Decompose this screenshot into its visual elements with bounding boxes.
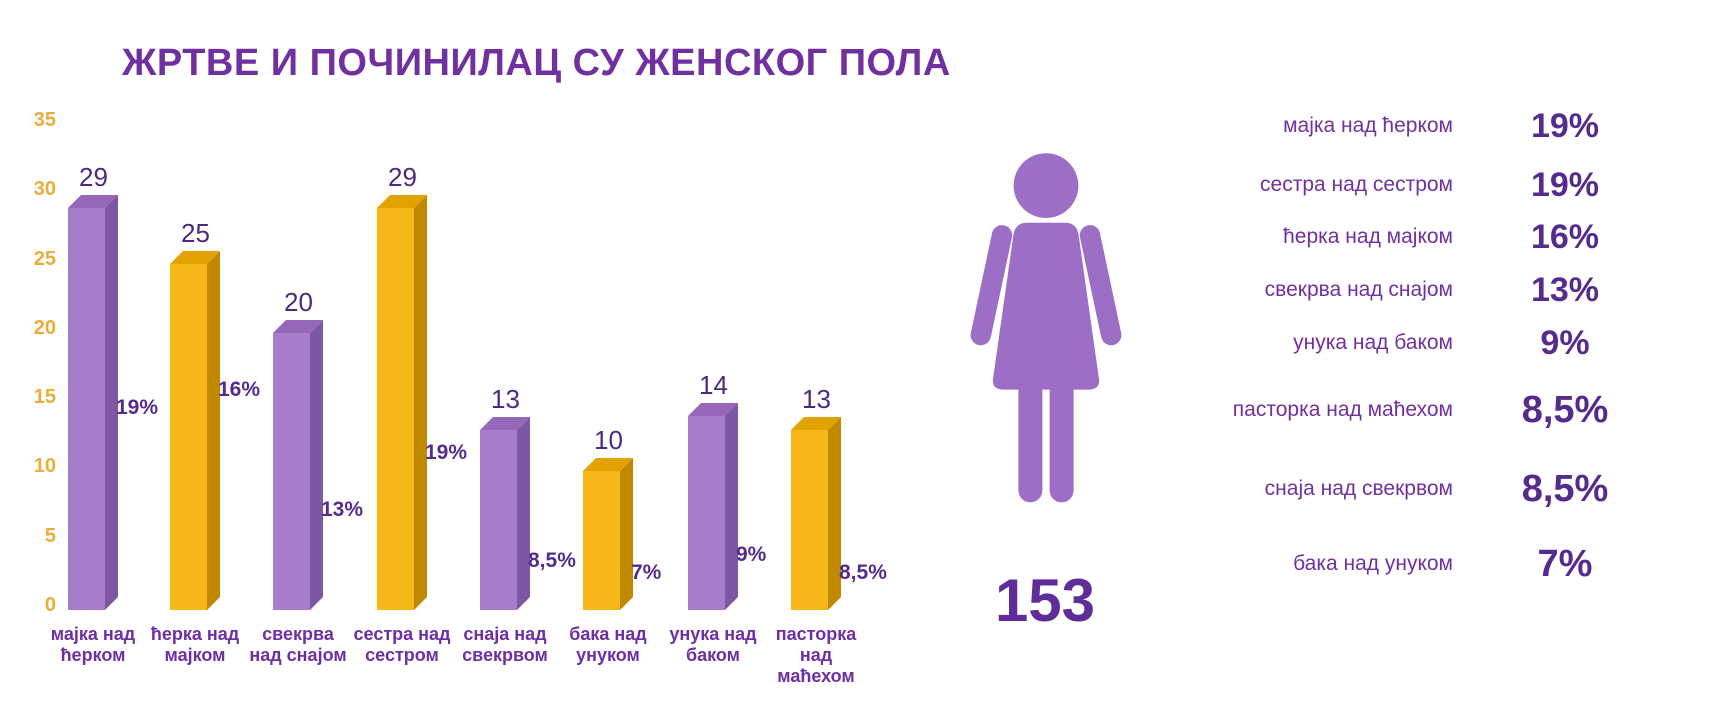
bar-side-face xyxy=(725,403,738,610)
bar-front-face xyxy=(377,208,414,610)
bar-value-label: 25 xyxy=(181,218,210,248)
y-axis-tick-label: 10 xyxy=(33,455,56,478)
summary-value: 7% xyxy=(1537,542,1593,585)
summary-label: бака над унуком xyxy=(1293,552,1453,575)
summary-row: свекрва над снајом 13% xyxy=(1140,266,1660,314)
category-label-line: ћерка над xyxy=(150,624,240,644)
summary-row: бака над унуком 7% xyxy=(1140,540,1660,588)
bar-percent-label: 7% xyxy=(631,561,662,584)
summary-row: ћерка над мајком 16% xyxy=(1140,213,1660,261)
x-axis-category-label: пасторка над маћехом xyxy=(755,624,877,687)
category-label-line: унука над xyxy=(669,624,757,644)
summary-row: унука над баком 9% xyxy=(1140,319,1660,367)
category-label-line: мајка над xyxy=(50,624,136,644)
bar-percent-label: 19% xyxy=(425,441,468,464)
bar-side-face xyxy=(414,195,427,610)
y-axis-tick-label: 25 xyxy=(33,247,56,270)
category-label-line: унуком xyxy=(576,645,640,665)
bar-percent-label: 8,5% xyxy=(528,549,576,572)
bar-percent-label: 16% xyxy=(218,378,261,401)
summary-row: мајка над ћерком 19% xyxy=(1140,102,1660,150)
category-label-line: мајком xyxy=(164,645,226,665)
summary-label: мајка над ћерком xyxy=(1283,114,1453,137)
summary-value: 13% xyxy=(1530,270,1600,309)
x-axis-category-label: мајка над ћерком xyxy=(32,624,154,666)
bar-side-face xyxy=(517,417,530,610)
x-axis-category-label: сестра над сестром xyxy=(341,624,463,666)
bar-percent-label: 9% xyxy=(736,543,767,566)
category-label-line: сестра над xyxy=(353,624,451,644)
bar-side-face xyxy=(620,458,633,610)
bar-value-label: 13 xyxy=(491,384,520,414)
y-axis-tick-label: 30 xyxy=(33,178,56,201)
bar-percent-label: 13% xyxy=(321,498,364,521)
summary-label: унука над баком xyxy=(1293,331,1453,354)
bar-value-label: 29 xyxy=(388,162,417,192)
bar-front-face xyxy=(68,208,105,610)
summary-value: 16% xyxy=(1530,217,1600,256)
category-label-line: ћерком xyxy=(60,645,126,665)
y-axis-tick-label: 20 xyxy=(33,316,56,339)
summary-value: 9% xyxy=(1540,323,1590,362)
category-label-line: пасторка xyxy=(775,624,857,644)
summary-label: сестра над сестром xyxy=(1260,173,1453,196)
bar-percent-label: 8,5% xyxy=(839,561,887,584)
x-axis-category-label: снаја над свекрвом xyxy=(444,624,566,666)
bar-value-label: 10 xyxy=(594,425,623,455)
x-axis-category-label: бака над унуком xyxy=(547,624,669,666)
chart-title: ЖРТВЕ И ПОЧИНИЛАЦ СУ ЖЕНСКОГ ПОЛА xyxy=(122,42,951,84)
summary-value: 8,5% xyxy=(1521,388,1609,431)
bar-value-label: 14 xyxy=(699,370,728,400)
category-label-line: снаја над xyxy=(463,624,547,644)
summary-value: 8,5% xyxy=(1521,467,1609,510)
x-axis-category-label: унука над баком xyxy=(652,624,774,666)
category-label-line: над снајом xyxy=(249,645,347,665)
y-axis-tick-label: 5 xyxy=(44,524,56,547)
total-count: 153 xyxy=(994,567,1096,634)
bar-front-face xyxy=(688,416,725,610)
category-label-line: над xyxy=(799,645,833,665)
bar-front-face xyxy=(791,430,828,610)
bar-value-label: 20 xyxy=(284,287,313,317)
category-label-line: маћехом xyxy=(777,666,855,686)
bar-side-face xyxy=(310,320,323,610)
y-axis-tick-label: 35 xyxy=(33,109,56,131)
y-axis-tick-label: 0 xyxy=(44,594,56,616)
summary-label: ћерка над мајком xyxy=(1283,225,1453,248)
bar-front-face xyxy=(170,264,207,610)
x-axis-category-label: ћерка над мајком xyxy=(134,624,256,666)
category-label-line: баком xyxy=(686,645,740,665)
summary-label: свекрва над снајом xyxy=(1264,278,1453,301)
category-label-line: бака над xyxy=(569,624,647,644)
summary-value: 19% xyxy=(1530,165,1600,204)
bar-value-label: 13 xyxy=(802,384,831,414)
bar-value-label: 29 xyxy=(79,162,108,192)
y-axis-tick-label: 15 xyxy=(33,386,56,409)
bar-side-face xyxy=(207,251,220,610)
summary-label: снаја над свекрвом xyxy=(1264,477,1453,500)
bar-percent-label: 19% xyxy=(116,396,159,419)
bar-front-face xyxy=(480,430,517,610)
summary-row: сестра над сестром 19% xyxy=(1140,161,1660,209)
category-label-line: свекрва xyxy=(262,624,334,644)
category-label-line: свекрвом xyxy=(462,645,548,665)
summary-row: снаја над свекрвом 8,5% xyxy=(1140,465,1660,513)
summary-row: пасторка над маћехом 8,5% xyxy=(1140,386,1660,434)
bar-front-face xyxy=(583,471,620,610)
summary-value: 19% xyxy=(1530,106,1600,145)
woman-icon xyxy=(970,153,1122,503)
category-label-line: сестром xyxy=(365,645,439,665)
x-axis-category-label: свекрва над снајом xyxy=(237,624,359,666)
bar-front-face xyxy=(273,333,310,610)
summary-label: пасторка над маћехом xyxy=(1232,398,1453,421)
